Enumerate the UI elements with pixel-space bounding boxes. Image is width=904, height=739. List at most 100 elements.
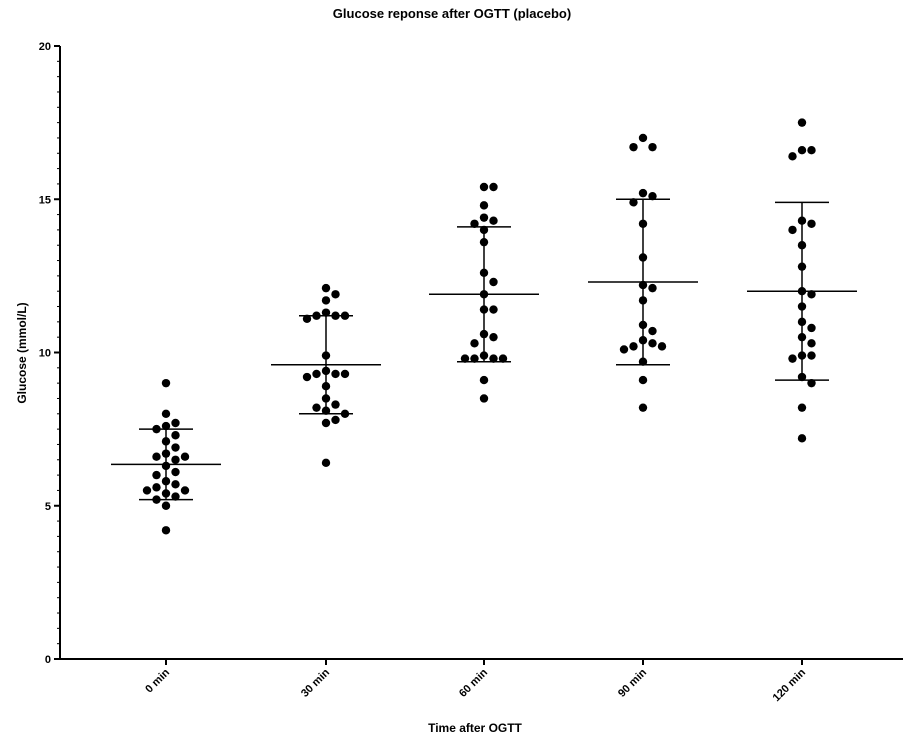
data-point — [629, 198, 638, 207]
data-point — [807, 378, 816, 388]
data-point — [797, 262, 807, 271]
data-point — [321, 382, 331, 391]
data-point — [479, 268, 489, 278]
data-point — [638, 188, 648, 198]
data-point — [340, 369, 350, 379]
data-point — [340, 409, 350, 418]
data-point — [479, 329, 489, 339]
data-point — [648, 142, 657, 152]
data-point — [331, 400, 340, 409]
data-point — [807, 146, 816, 155]
data-point — [479, 290, 489, 299]
data-point — [797, 351, 807, 360]
data-point — [161, 501, 171, 510]
data-point — [479, 201, 489, 210]
data-point — [797, 332, 807, 342]
data-point — [489, 277, 498, 287]
data-point — [171, 443, 180, 452]
data-point — [638, 375, 648, 385]
data-point — [797, 146, 807, 155]
x-tick-label: 30 min — [299, 666, 332, 699]
data-point — [797, 287, 807, 296]
data-point — [638, 253, 648, 262]
data-point — [312, 403, 321, 412]
data-point — [788, 225, 797, 235]
x-tick-label: 90 min — [616, 666, 649, 699]
data-point — [142, 486, 152, 495]
data-point — [171, 418, 180, 428]
x-tick-label: 120 min — [771, 666, 809, 704]
data-point — [321, 418, 331, 428]
data-point — [180, 452, 190, 461]
data-point — [807, 290, 816, 299]
data-point — [638, 280, 648, 290]
x-tick-label: 0 min — [143, 666, 172, 695]
data-point — [797, 434, 807, 443]
data-point — [479, 351, 489, 360]
data-point — [638, 296, 648, 305]
data-point — [638, 219, 648, 228]
data-point — [321, 394, 331, 403]
data-point — [161, 378, 171, 388]
data-point — [788, 354, 797, 363]
data-point — [788, 152, 797, 161]
data-point — [479, 182, 489, 192]
data-point — [161, 489, 171, 498]
data-point — [797, 216, 807, 225]
data-point — [489, 332, 498, 342]
data-point — [797, 403, 807, 412]
data-point — [638, 357, 648, 366]
data-point — [321, 308, 331, 317]
y-tick-label: 10 — [39, 348, 51, 360]
data-marks — [111, 118, 857, 535]
data-point — [161, 437, 171, 446]
data-point — [460, 354, 470, 363]
chart-title: Glucose reponse after OGTT (placebo) — [332, 6, 572, 21]
data-point — [498, 354, 508, 363]
data-point — [479, 394, 489, 403]
data-point — [321, 296, 331, 305]
data-point — [152, 452, 161, 461]
y-tick-label: 0 — [45, 654, 51, 666]
data-point — [638, 403, 648, 412]
data-point — [797, 317, 807, 327]
data-point — [470, 219, 479, 228]
data-point — [619, 345, 629, 354]
data-point — [629, 342, 638, 351]
data-point — [797, 241, 807, 250]
data-point — [807, 351, 816, 360]
data-point — [171, 492, 180, 501]
data-point — [331, 369, 340, 379]
data-point — [321, 366, 331, 376]
data-point — [331, 415, 340, 425]
data-point — [331, 311, 340, 320]
data-point — [629, 142, 638, 152]
data-point — [331, 290, 340, 299]
data-point — [638, 133, 648, 143]
data-point — [161, 461, 171, 471]
data-point — [321, 351, 331, 360]
data-point — [479, 237, 489, 247]
data-point — [489, 216, 498, 225]
data-point — [797, 118, 807, 127]
data-point — [171, 480, 180, 489]
data-point — [180, 486, 190, 495]
y-tick-label: 5 — [45, 501, 51, 513]
data-point — [321, 283, 331, 293]
data-point — [161, 477, 171, 486]
y-tick-label: 15 — [39, 194, 51, 206]
data-point — [302, 314, 312, 323]
data-point — [152, 495, 161, 504]
data-point — [638, 336, 648, 345]
data-point — [479, 225, 489, 235]
data-point — [152, 470, 161, 480]
data-point — [648, 339, 657, 348]
data-point — [302, 372, 312, 382]
data-point — [171, 467, 180, 477]
data-point — [321, 458, 331, 468]
data-point — [161, 526, 171, 535]
data-point — [321, 406, 331, 415]
data-point — [807, 219, 816, 228]
data-point — [152, 483, 161, 492]
data-point — [657, 342, 667, 351]
